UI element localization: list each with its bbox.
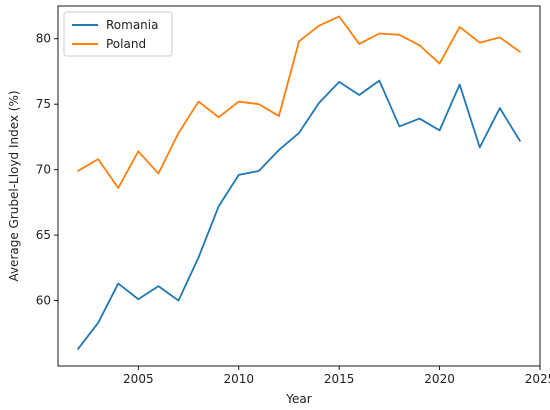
y-axis-ticks: 60 65 70 75 80 xyxy=(36,32,58,308)
series-line-romania xyxy=(77,79,521,350)
x-tick-label: 2005 xyxy=(123,372,154,386)
y-axis-label: Average Grubel-Lloyd Index (%) xyxy=(7,90,21,281)
x-tick-label: 2025 xyxy=(525,372,550,386)
x-tick-label: 2010 xyxy=(223,372,254,386)
x-tick-label: 2020 xyxy=(424,372,455,386)
y-tick-label: 65 xyxy=(36,228,51,242)
series-line-poland xyxy=(77,15,521,189)
legend-label-romania: Romania xyxy=(106,18,158,32)
y-tick-label: 70 xyxy=(36,163,51,177)
legend-label-poland: Poland xyxy=(106,37,146,51)
plot-frame-group xyxy=(57,5,541,367)
legend: Romania Poland xyxy=(63,11,173,57)
x-axis-ticks: 2005 2010 2015 2020 2025 xyxy=(123,366,550,386)
y-tick-label: 75 xyxy=(36,97,51,111)
y-tick-label: 80 xyxy=(36,32,51,46)
x-tick-label: 2015 xyxy=(324,372,355,386)
plot-series-group xyxy=(77,15,521,350)
plot-frame xyxy=(57,5,541,367)
x-axis-label: Year xyxy=(285,392,311,406)
y-tick-label: 60 xyxy=(36,294,51,308)
